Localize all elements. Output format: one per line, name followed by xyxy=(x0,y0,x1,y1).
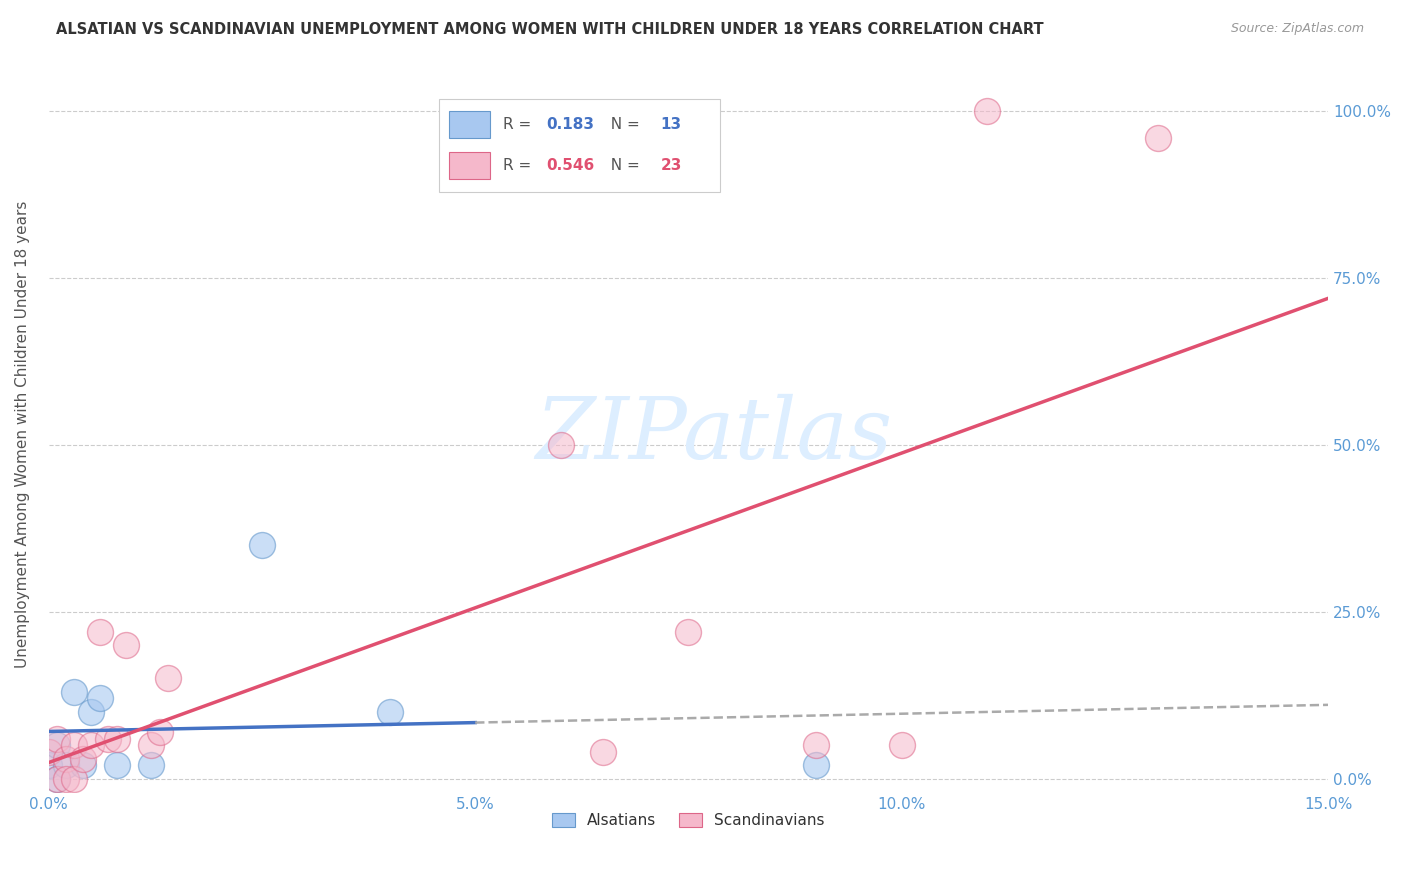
Point xyxy=(139,738,162,752)
Legend: Alsatians, Scandinavians: Alsatians, Scandinavians xyxy=(546,807,831,834)
Point xyxy=(46,772,69,786)
FancyBboxPatch shape xyxy=(439,99,720,192)
Point xyxy=(80,705,103,719)
Point xyxy=(105,731,128,746)
Point xyxy=(46,772,69,786)
Text: 13: 13 xyxy=(661,118,682,132)
Point xyxy=(72,751,94,765)
Point xyxy=(97,731,120,746)
Point xyxy=(89,624,111,639)
Point xyxy=(55,751,77,765)
Point xyxy=(63,738,86,752)
Text: 0.546: 0.546 xyxy=(547,158,595,173)
Point xyxy=(63,685,86,699)
Point xyxy=(114,638,136,652)
Point xyxy=(890,738,912,752)
Text: ZIPatlas: ZIPatlas xyxy=(536,393,893,476)
Point xyxy=(806,738,828,752)
Point xyxy=(678,624,700,639)
Text: ALSATIAN VS SCANDINAVIAN UNEMPLOYMENT AMONG WOMEN WITH CHILDREN UNDER 18 YEARS C: ALSATIAN VS SCANDINAVIAN UNEMPLOYMENT AM… xyxy=(56,22,1043,37)
Point xyxy=(55,758,77,772)
Point xyxy=(1146,130,1168,145)
Point xyxy=(157,672,180,686)
Text: 0.183: 0.183 xyxy=(547,118,595,132)
Point xyxy=(550,438,572,452)
Point xyxy=(46,738,69,752)
Point xyxy=(63,772,86,786)
Point xyxy=(89,691,111,706)
Point xyxy=(38,745,60,759)
Point xyxy=(55,772,77,786)
Point xyxy=(72,758,94,772)
Point xyxy=(149,724,172,739)
Point xyxy=(38,758,60,772)
Point xyxy=(46,731,69,746)
Text: N =: N = xyxy=(602,158,645,173)
Text: N =: N = xyxy=(602,118,645,132)
Text: Source: ZipAtlas.com: Source: ZipAtlas.com xyxy=(1230,22,1364,36)
Point xyxy=(139,758,162,772)
Point xyxy=(378,705,401,719)
FancyBboxPatch shape xyxy=(449,153,491,179)
Point xyxy=(976,103,998,118)
Point xyxy=(105,758,128,772)
FancyBboxPatch shape xyxy=(449,112,491,138)
Point xyxy=(806,758,828,772)
Point xyxy=(250,538,273,552)
Point xyxy=(592,745,614,759)
Text: R =: R = xyxy=(503,158,536,173)
Text: R =: R = xyxy=(503,118,536,132)
Y-axis label: Unemployment Among Women with Children Under 18 years: Unemployment Among Women with Children U… xyxy=(15,201,30,668)
Point xyxy=(80,738,103,752)
Text: 23: 23 xyxy=(661,158,682,173)
